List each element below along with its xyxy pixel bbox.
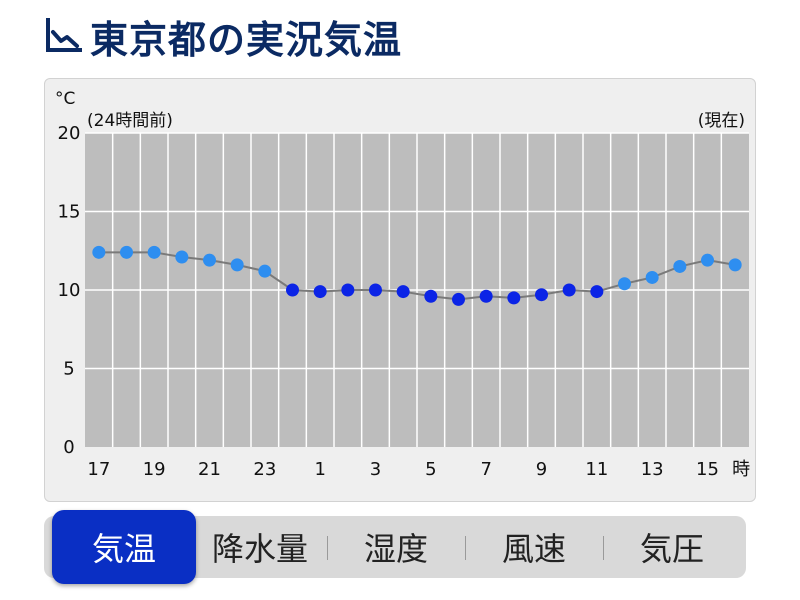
- data-point: [590, 285, 604, 299]
- data-point: [341, 283, 355, 297]
- x-tick-label: 11: [585, 459, 608, 480]
- chart-start-label: (24時間前): [87, 111, 173, 131]
- x-tick-label: 3: [370, 459, 381, 480]
- data-point: [562, 283, 576, 297]
- x-tick-label: 21: [198, 459, 221, 480]
- data-point: [535, 288, 548, 302]
- x-tick-label: 15: [696, 459, 719, 480]
- data-point: [203, 253, 216, 267]
- tab-precipitation[interactable]: 降水量: [211, 530, 308, 568]
- tab-humidity[interactable]: 湿度: [363, 530, 428, 568]
- data-point: [175, 250, 189, 264]
- tab-divider: [465, 536, 466, 560]
- data-point: [424, 289, 438, 303]
- data-point: [286, 283, 299, 297]
- page-title: 東京都の実況気温: [90, 17, 403, 62]
- tab-wind-speed[interactable]: 風速: [501, 530, 566, 568]
- data-point: [452, 292, 465, 306]
- x-tick-label: 19: [143, 459, 166, 480]
- data-point: [369, 283, 382, 297]
- y-tick-label: 15: [58, 202, 81, 223]
- line-chart-icon: [46, 18, 82, 52]
- data-point: [618, 277, 631, 291]
- data-point: [673, 259, 687, 273]
- y-tick-label: 20: [58, 123, 81, 144]
- data-point: [479, 289, 493, 303]
- data-point: [507, 291, 521, 305]
- data-point: [120, 245, 133, 259]
- y-axis-unit: °C: [55, 89, 76, 109]
- y-tick-label: 0: [63, 437, 74, 458]
- data-point: [645, 270, 659, 284]
- y-tick-label: 10: [58, 280, 81, 301]
- tab-divider: [603, 536, 604, 560]
- data-point: [728, 258, 742, 272]
- data-point: [258, 264, 272, 278]
- x-tick-label: 17: [87, 459, 110, 480]
- x-tick-label: 13: [641, 459, 664, 480]
- metric-tabs: 気温 降水量 湿度 風速 気圧: [44, 510, 746, 584]
- tab-divider: [327, 536, 328, 560]
- x-tick-label: 1: [314, 459, 325, 480]
- data-point: [701, 253, 714, 267]
- chart-end-label: (現在): [697, 111, 745, 131]
- x-tick-label: 23: [253, 459, 276, 480]
- tab-temperature[interactable]: 気温: [52, 510, 196, 584]
- tab-pressure[interactable]: 気圧: [639, 530, 704, 568]
- x-axis-unit: 時: [732, 459, 750, 480]
- data-point: [147, 245, 161, 259]
- data-point: [396, 285, 410, 299]
- data-point: [230, 258, 244, 272]
- page-header: 東京都の実況気温: [44, 6, 402, 66]
- x-tick-label: 5: [425, 459, 436, 480]
- x-tick-label: 7: [480, 459, 491, 480]
- temperature-chart: °C (24時間前) (現在) 0 5 10 15 20 17 19 21 23 1 3 5 7 9 11 1…: [44, 78, 756, 502]
- x-tick-label: 9: [536, 459, 547, 480]
- y-tick-label: 5: [63, 359, 74, 380]
- data-point: [313, 285, 327, 299]
- data-point: [92, 245, 106, 259]
